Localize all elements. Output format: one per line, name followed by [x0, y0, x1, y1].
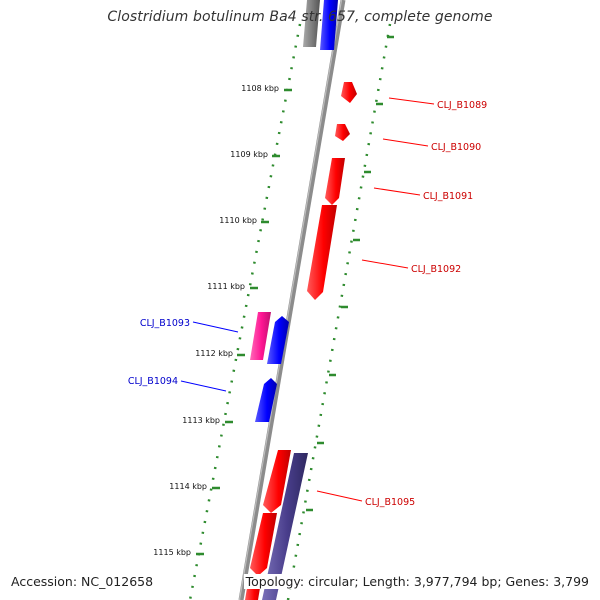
scale-tick-label: 1113 kbp	[182, 416, 220, 425]
gene-label-clj-b1089[interactable]: CLJ_B1089	[437, 100, 487, 111]
gene-arrow-clj-b1091[interactable]	[325, 158, 345, 205]
scale-tick-1112: 1112 kbp	[195, 349, 245, 358]
gene-label-clj-b1090[interactable]: CLJ_B1090	[431, 142, 481, 153]
scale-tick-1111: 1111 kbp	[207, 282, 258, 291]
gene-arrow-clj-b1094[interactable]	[255, 378, 277, 422]
gene-arrow-blue-b[interactable]	[267, 316, 289, 364]
map-title: Clostridium botulinum Ba4 str. 657, comp…	[107, 9, 493, 25]
gene-arrow-gray-top[interactable]	[303, 0, 320, 47]
gene-arrow-clj-b1093[interactable]	[250, 312, 271, 360]
scale-tick-1114: 1114 kbp	[169, 482, 220, 491]
gene-label-clj-b1092[interactable]: CLJ_B1092	[411, 264, 461, 275]
scale-tick-label: 1108 kbp	[241, 84, 279, 93]
genome-backbone-highlight	[238, 0, 343, 600]
gene-label-clj-b1095[interactable]: CLJ_B1095	[365, 497, 415, 508]
scale-tick-1113: 1113 kbp	[182, 416, 233, 425]
gene-arrow-red-d[interactable]	[250, 513, 277, 576]
scale-tick-label: 1114 kbp	[169, 482, 207, 491]
gene-arrow-clj-b1095[interactable]	[262, 453, 308, 600]
scale-tick-label: 1109 kbp	[230, 150, 268, 159]
gene-arrow-clj-b1089[interactable]	[341, 82, 357, 103]
scale-ticks: 1108 kbp 1109 kbp 1110 kbp 1111 kbp 1112…	[153, 84, 292, 557]
gene-arrow-clj-b1092[interactable]	[307, 205, 337, 300]
scale-tick-label: 1111 kbp	[207, 282, 245, 291]
gene-features	[245, 0, 357, 600]
scale-tick-label: 1110 kbp	[219, 216, 257, 225]
scale-tick-1108: 1108 kbp	[241, 84, 292, 93]
label-leaders	[180, 97, 435, 502]
gene-arrow-blue-top[interactable]	[320, 0, 338, 50]
genome-summary-text: Topology: circular; Length: 3,977,794 bp…	[243, 574, 591, 589]
scale-tick-label: 1112 kbp	[195, 349, 233, 358]
gene-arrow-clj-b1090[interactable]	[335, 124, 350, 141]
accession-text: Accession: NC_012658	[9, 574, 156, 589]
scale-tick-1115: 1115 kbp	[153, 548, 204, 557]
scale-tick-1110: 1110 kbp	[219, 216, 269, 225]
scale-tick-1109: 1109 kbp	[230, 150, 280, 159]
gene-labels: CLJ_B1089 CLJ_B1090 CLJ_B1091 CLJ_B1092 …	[128, 100, 487, 508]
gene-label-clj-b1094[interactable]: CLJ_B1094	[128, 376, 178, 387]
gene-label-clj-b1091[interactable]: CLJ_B1091	[423, 191, 473, 202]
scale-tick-label: 1115 kbp	[153, 548, 191, 557]
genome-backbone	[238, 0, 346, 600]
gene-arrow-red-c[interactable]	[263, 450, 291, 513]
gene-label-clj-b1093[interactable]: CLJ_B1093	[140, 318, 190, 329]
